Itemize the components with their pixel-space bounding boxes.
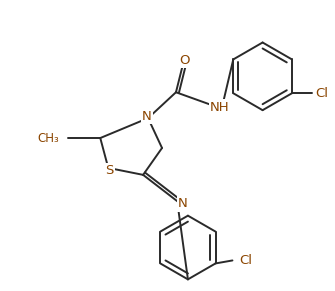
- Text: S: S: [105, 164, 114, 178]
- Text: Cl: Cl: [239, 254, 252, 267]
- Text: CH₃: CH₃: [38, 132, 59, 145]
- Text: O: O: [180, 54, 190, 67]
- Text: NH: NH: [210, 101, 229, 114]
- Text: N: N: [178, 197, 188, 210]
- Text: N: N: [142, 110, 152, 123]
- Text: Cl: Cl: [315, 87, 328, 100]
